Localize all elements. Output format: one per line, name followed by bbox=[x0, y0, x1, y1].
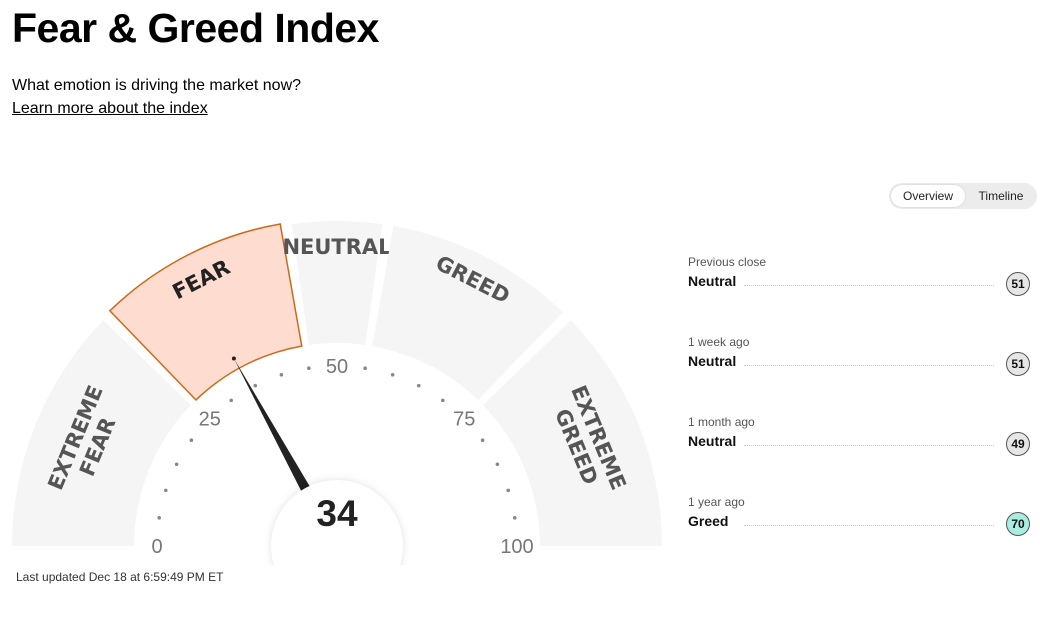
gauge-tick-dot bbox=[512, 516, 517, 520]
history-value-badge: 70 bbox=[1006, 512, 1030, 536]
history-label: 1 month ago bbox=[688, 415, 755, 429]
history-label: 1 week ago bbox=[688, 335, 750, 349]
gauge-tick-dot bbox=[253, 383, 258, 388]
dotted-leader bbox=[744, 365, 994, 366]
history-status: Neutral bbox=[688, 353, 737, 369]
page-title: Fear & Greed Index bbox=[12, 5, 379, 51]
history-status: Neutral bbox=[688, 273, 737, 289]
history-label: 1 year ago bbox=[688, 495, 745, 509]
gauge-tick-dot bbox=[363, 366, 367, 371]
dotted-leader bbox=[744, 285, 994, 286]
gauge-needle-tip bbox=[231, 356, 236, 361]
history-status: Greed bbox=[688, 513, 729, 529]
history-value-badge: 51 bbox=[1006, 352, 1030, 376]
gauge-segment-extreme-fear[interactable] bbox=[12, 320, 191, 546]
fear-greed-gauge: EXTREMEFEARFEARNEUTRALGREEDEXTREMEGREED … bbox=[12, 221, 662, 565]
gauge-tick-dot bbox=[390, 373, 395, 377]
gauge-tick-label: 100 bbox=[500, 536, 533, 558]
gauge-tick-label: 50 bbox=[326, 356, 348, 378]
gauge-tick-dot bbox=[506, 488, 510, 493]
gauge-tick-dot bbox=[157, 516, 162, 520]
history-value-badge: 51 bbox=[1006, 272, 1030, 296]
view-toggle: Overview Timeline bbox=[889, 183, 1037, 209]
gauge-tick-label: 0 bbox=[151, 536, 162, 558]
gauge-tick-dot bbox=[480, 438, 485, 442]
history-item-1-year: 1 year ago Greed 70 bbox=[688, 495, 1034, 555]
gauge-segment-fear[interactable] bbox=[108, 223, 303, 402]
gauge-segment-greed[interactable] bbox=[372, 225, 563, 400]
history-value-badge: 49 bbox=[1006, 432, 1030, 456]
learn-more-link[interactable]: Learn more about the index bbox=[12, 100, 208, 117]
dotted-leader bbox=[744, 445, 994, 446]
gauge-tick-dot bbox=[307, 366, 311, 371]
gauge-tick-dot bbox=[441, 398, 445, 403]
gauge-current-value: 34 bbox=[316, 493, 358, 534]
gauge-tick-dot bbox=[279, 373, 284, 377]
gauge-segment-extreme-greed[interactable] bbox=[483, 320, 662, 546]
dotted-leader bbox=[744, 525, 994, 526]
page-subtitle: What emotion is driving the market now? bbox=[12, 77, 302, 94]
gauge-tick-dot bbox=[416, 383, 421, 388]
history-item-1-month: 1 month ago Neutral 49 bbox=[688, 415, 1034, 475]
gauge-tick-label: 25 bbox=[199, 409, 221, 431]
gauge-segment-neutral-label: NEUTRAL bbox=[282, 235, 391, 259]
overview-tab[interactable]: Overview bbox=[891, 185, 965, 207]
gauge-tick-dot bbox=[229, 398, 233, 403]
history-item-previous-close: Previous close Neutral 51 bbox=[688, 255, 1034, 315]
timeline-tab[interactable]: Timeline bbox=[978, 189, 1024, 203]
gauge-needle bbox=[233, 358, 328, 523]
gauge-tick-label: 75 bbox=[453, 409, 475, 431]
gauge-hub bbox=[271, 480, 403, 565]
history-status: Neutral bbox=[688, 433, 737, 449]
gauge-tick-dot bbox=[174, 462, 179, 467]
history-label: Previous close bbox=[688, 255, 767, 269]
gauge-segment-neutral[interactable] bbox=[291, 221, 383, 345]
history-item-1-week: 1 week ago Neutral 51 bbox=[688, 335, 1034, 395]
last-updated-text: Last updated Dec 18 at 6:59:49 PM ET bbox=[16, 570, 224, 584]
gauge-tick-dot bbox=[189, 438, 194, 442]
gauge-tick-dot bbox=[164, 488, 168, 493]
gauge-tick-dot bbox=[495, 462, 500, 467]
